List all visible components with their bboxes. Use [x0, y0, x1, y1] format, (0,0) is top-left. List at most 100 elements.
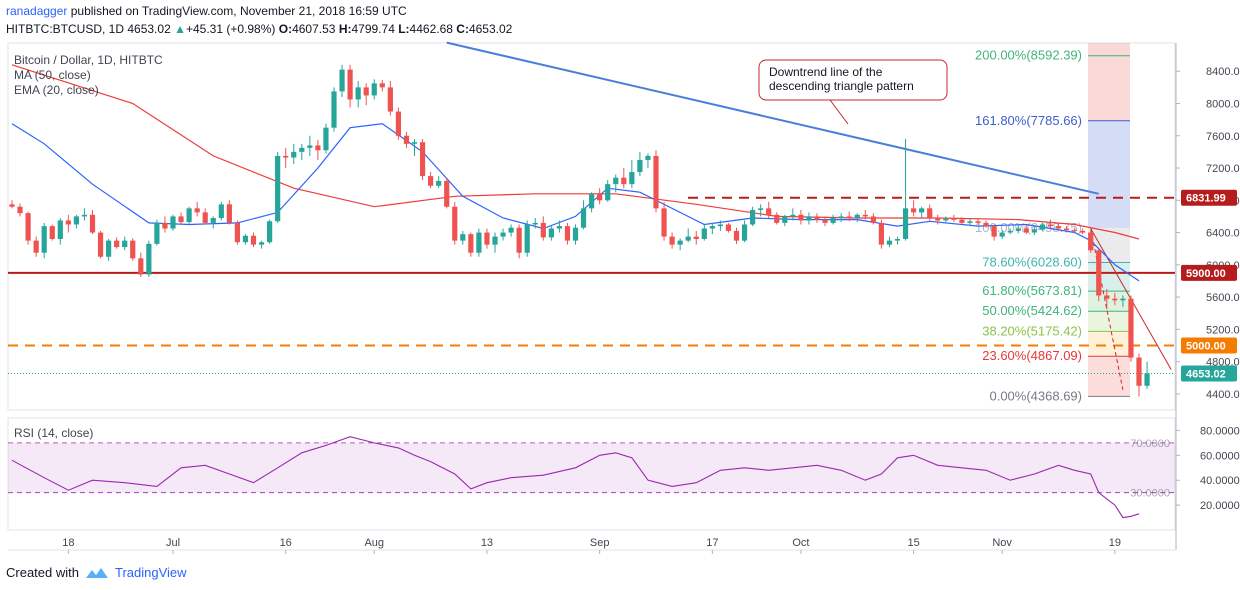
- candle-body: [355, 87, 361, 100]
- candle-body: [275, 155, 281, 222]
- price-tick-label: 7200.00: [1206, 163, 1240, 175]
- candle-body: [444, 180, 450, 207]
- candle-body: [73, 216, 79, 225]
- candle-body: [347, 69, 353, 100]
- price-tag-label: 4653.02: [1186, 368, 1226, 380]
- candle-body: [146, 243, 152, 275]
- candle-body: [613, 177, 619, 185]
- candle-body: [395, 111, 401, 136]
- annotation-box: [758, 59, 948, 101]
- candle-body: [460, 234, 466, 241]
- rsi-tick-label: 80.0000: [1200, 425, 1240, 437]
- candle-body: [637, 159, 643, 173]
- price-tag: [1181, 365, 1237, 382]
- rsi-tick-label: 40.0000: [1200, 475, 1240, 487]
- candle-body: [685, 236, 691, 241]
- candle-body: [621, 177, 627, 185]
- time-tick-label: 19: [1109, 537, 1121, 549]
- candle-body: [452, 206, 458, 241]
- candle-body: [1039, 224, 1045, 230]
- fib-zone: [1088, 331, 1130, 357]
- candle-body: [9, 204, 15, 207]
- candle-body: [234, 222, 240, 243]
- candle-body: [210, 218, 216, 223]
- candle-body: [725, 224, 732, 231]
- candle-body: [886, 240, 893, 245]
- candle-body: [122, 240, 128, 248]
- candle-body: [428, 176, 434, 186]
- candle-body: [1088, 232, 1094, 251]
- candle-body: [806, 216, 812, 221]
- last-price: 4653.02: [127, 22, 171, 36]
- open-label: O:: [278, 22, 293, 36]
- candle-body: [524, 224, 530, 253]
- candle-body: [41, 226, 47, 253]
- time-tick-label: Aug: [364, 537, 384, 549]
- fib-level-label: 50.00%(5424.62): [982, 303, 1082, 318]
- candle-body: [717, 224, 723, 227]
- ema20-line: [11, 123, 1140, 282]
- candle-body: [967, 221, 973, 223]
- candle-body: [106, 240, 112, 257]
- candle-body: [838, 216, 844, 219]
- price-tag: [1181, 264, 1237, 281]
- candle-body: [1128, 298, 1134, 358]
- candle-body: [854, 214, 860, 219]
- price-tick-label: 5200.00: [1206, 324, 1240, 336]
- candle-body: [17, 206, 23, 214]
- candle-body: [323, 127, 329, 151]
- rsi-line: [11, 436, 1140, 519]
- author-link[interactable]: ranadagger: [6, 4, 68, 18]
- candle-body: [1055, 226, 1062, 229]
- low-label: L:: [398, 22, 410, 36]
- rsi-band: [8, 442, 1175, 493]
- candle-body: [790, 214, 796, 217]
- candle-body: [741, 224, 748, 241]
- fib-zone: [1088, 291, 1130, 312]
- fib-zone: [1088, 43, 1130, 56]
- price-tag: [1181, 337, 1237, 354]
- tradingview-logo-icon: [85, 567, 108, 578]
- candle-body: [1120, 298, 1126, 301]
- candle-body: [1023, 228, 1029, 233]
- fib-level-label: 61.80%(5673.81): [982, 283, 1082, 298]
- candle-body: [25, 213, 31, 241]
- candle-body: [846, 216, 852, 219]
- candle-body: [65, 220, 71, 225]
- tradingview-link[interactable]: TradingView: [114, 565, 187, 580]
- candle-body: [798, 214, 804, 221]
- candle-body: [170, 216, 176, 229]
- candle-body: [33, 240, 39, 253]
- candle-body: [89, 214, 96, 233]
- candle-body: [194, 208, 200, 213]
- candle-body: [766, 208, 772, 215]
- time-tick-label: 18: [62, 537, 74, 549]
- candle-body: [733, 230, 740, 241]
- candle-body: [242, 235, 249, 243]
- price-tick-label: 7600.00: [1206, 131, 1240, 143]
- candle-body: [315, 145, 321, 151]
- rsi-tick-label: 20.0000: [1200, 500, 1240, 512]
- ohlc-line: HITBTC:BTCUSD, 1D 4653.02 ▲+45.31 (+0.98…: [6, 22, 512, 36]
- candle-body: [476, 232, 482, 253]
- fib-level-label: 23.60%(4867.09): [982, 348, 1082, 363]
- candle-body: [902, 208, 909, 240]
- fib-level-label: 38.20%(5175.42): [982, 323, 1082, 338]
- rsi-band-lower-label: 30.0000: [1130, 488, 1170, 500]
- candle-body: [267, 221, 273, 243]
- annotation-text-1: Downtrend line of the: [769, 65, 883, 79]
- candle-body: [130, 240, 136, 259]
- candle-body: [693, 236, 699, 240]
- candle-body: [387, 87, 393, 112]
- fib-level-label: 161.80%(7785.66): [975, 113, 1082, 128]
- candle-body: [218, 204, 224, 219]
- candle-body: [436, 180, 442, 186]
- candle-body: [162, 222, 168, 229]
- publish-line: ranadagger published on TradingView.com,…: [6, 4, 407, 18]
- candle-body: [927, 208, 933, 219]
- high-value: 4799.74: [351, 22, 395, 36]
- candle-body: [178, 216, 184, 223]
- candle-body: [983, 222, 989, 227]
- price-tick-label: 4400.00: [1206, 389, 1240, 401]
